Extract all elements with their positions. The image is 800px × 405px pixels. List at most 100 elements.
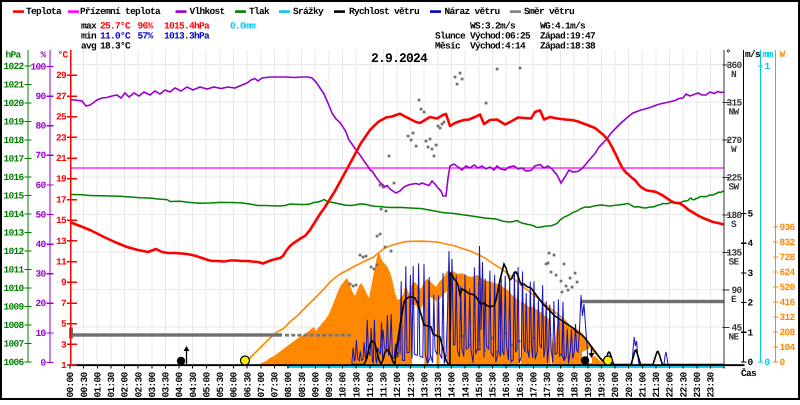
svg-text:11:00: 11:00 xyxy=(365,371,376,397)
svg-text:04:00: 04:00 xyxy=(174,371,185,397)
svg-text:1009: 1009 xyxy=(3,301,24,312)
svg-text:1017: 1017 xyxy=(3,153,24,164)
svg-text:Teplota: Teplota xyxy=(26,6,62,17)
svg-text:Srážky: Srážky xyxy=(293,6,324,17)
svg-text:0: 0 xyxy=(40,357,46,368)
svg-text:1022: 1022 xyxy=(3,61,24,72)
svg-text:00:00: 00:00 xyxy=(65,371,76,397)
svg-text:18.3°C: 18.3°C xyxy=(100,41,131,52)
svg-text:3: 3 xyxy=(61,339,67,350)
svg-text:1020: 1020 xyxy=(3,98,24,109)
svg-text:Náraz větru: Náraz větru xyxy=(445,6,501,17)
svg-text:01:00: 01:00 xyxy=(92,371,103,397)
svg-text:624: 624 xyxy=(780,267,796,278)
svg-text:Západ:18:38: Západ:18:38 xyxy=(540,41,596,52)
svg-text:23:30: 23:30 xyxy=(706,371,717,397)
svg-text:09:00: 09:00 xyxy=(310,371,321,397)
svg-text:max: max xyxy=(81,21,97,32)
svg-text:312: 312 xyxy=(780,312,796,323)
svg-text:29: 29 xyxy=(56,70,67,81)
svg-text:2: 2 xyxy=(748,298,754,309)
svg-text:14:00: 14:00 xyxy=(447,371,458,397)
svg-text:m/s: m/s xyxy=(745,49,761,60)
svg-text:09:30: 09:30 xyxy=(324,371,335,397)
svg-text:30: 30 xyxy=(35,269,46,280)
svg-text:832: 832 xyxy=(780,237,796,248)
svg-text:N: N xyxy=(731,69,737,80)
svg-text:25: 25 xyxy=(56,112,67,123)
svg-text:0: 0 xyxy=(765,357,771,368)
svg-text:08:00: 08:00 xyxy=(283,371,294,397)
svg-text:7: 7 xyxy=(61,298,67,309)
svg-text:936: 936 xyxy=(780,222,796,233)
svg-text:Měsíc: Měsíc xyxy=(435,41,461,52)
svg-text:1016: 1016 xyxy=(3,172,24,183)
svg-text:0.0mm: 0.0mm xyxy=(230,21,256,32)
svg-text:16:30: 16:30 xyxy=(515,371,526,397)
svg-text:80: 80 xyxy=(35,121,46,132)
svg-text:1: 1 xyxy=(61,360,67,371)
svg-text:100: 100 xyxy=(30,61,46,72)
svg-text:Západ:19:47: Západ:19:47 xyxy=(540,31,596,42)
svg-text:02:00: 02:00 xyxy=(120,371,131,397)
svg-text:1: 1 xyxy=(765,61,771,72)
svg-text:1008: 1008 xyxy=(3,320,24,331)
svg-text:1019: 1019 xyxy=(3,116,24,127)
svg-text:00:30: 00:30 xyxy=(79,371,90,397)
svg-text:03:00: 03:00 xyxy=(147,371,158,397)
svg-text:mm: mm xyxy=(763,49,774,60)
svg-text:1013.3hPa: 1013.3hPa xyxy=(164,31,210,42)
svg-text:°: ° xyxy=(726,48,731,59)
svg-text:1007: 1007 xyxy=(3,338,24,349)
svg-text:1018: 1018 xyxy=(3,135,24,146)
svg-text:WG:4.1m/s: WG:4.1m/s xyxy=(540,21,586,32)
svg-text:416: 416 xyxy=(780,297,796,308)
svg-text:1014: 1014 xyxy=(3,209,24,220)
svg-text:13:00: 13:00 xyxy=(419,371,430,397)
svg-text:05:00: 05:00 xyxy=(201,371,212,397)
svg-text:Čas: Čas xyxy=(741,368,757,379)
svg-text:11.0°C: 11.0°C xyxy=(100,31,131,42)
svg-text:04:30: 04:30 xyxy=(188,371,199,397)
svg-text:70: 70 xyxy=(35,150,46,161)
svg-text:0: 0 xyxy=(780,357,786,368)
svg-text:Východ:06:25: Východ:06:25 xyxy=(470,31,531,42)
svg-text:21:00: 21:00 xyxy=(637,371,648,397)
svg-text:avg: avg xyxy=(81,41,97,52)
svg-text:17:30: 17:30 xyxy=(542,371,553,397)
svg-text:2.9.2024: 2.9.2024 xyxy=(371,51,428,66)
svg-text:06:30: 06:30 xyxy=(242,371,253,397)
svg-text:%: % xyxy=(41,50,47,61)
svg-text:19: 19 xyxy=(56,174,67,185)
svg-text:06:00: 06:00 xyxy=(229,371,240,397)
svg-text:12:30: 12:30 xyxy=(406,371,417,397)
svg-text:17: 17 xyxy=(56,194,67,205)
svg-text:0: 0 xyxy=(748,357,754,368)
svg-text:20: 20 xyxy=(35,298,46,309)
svg-text:10:00: 10:00 xyxy=(338,371,349,397)
svg-text:1006: 1006 xyxy=(3,357,24,368)
svg-text:11: 11 xyxy=(56,257,67,268)
svg-text:23:00: 23:00 xyxy=(692,371,703,397)
svg-text:NW: NW xyxy=(728,107,739,118)
svg-text:1015: 1015 xyxy=(3,190,24,201)
svg-text:10:30: 10:30 xyxy=(351,371,362,397)
svg-text:22:00: 22:00 xyxy=(665,371,676,397)
svg-text:Rychlost větru: Rychlost větru xyxy=(349,6,420,17)
svg-text:min: min xyxy=(81,31,97,42)
svg-text:13:30: 13:30 xyxy=(433,371,444,397)
svg-text:9: 9 xyxy=(61,277,67,288)
svg-text:208: 208 xyxy=(780,327,796,338)
svg-text:520: 520 xyxy=(780,282,796,293)
svg-text:07:00: 07:00 xyxy=(256,371,267,397)
svg-text:15: 15 xyxy=(56,215,67,226)
svg-text:05:30: 05:30 xyxy=(215,371,226,397)
svg-text:03:30: 03:30 xyxy=(161,371,172,397)
svg-text:180: 180 xyxy=(726,210,742,221)
svg-text:Směr větru: Směr větru xyxy=(524,6,575,17)
svg-text:12:00: 12:00 xyxy=(392,371,403,397)
svg-text:Vlhkost: Vlhkost xyxy=(190,6,225,17)
svg-text:5: 5 xyxy=(61,319,67,330)
svg-text:1: 1 xyxy=(748,327,754,338)
svg-text:1012: 1012 xyxy=(3,246,24,257)
